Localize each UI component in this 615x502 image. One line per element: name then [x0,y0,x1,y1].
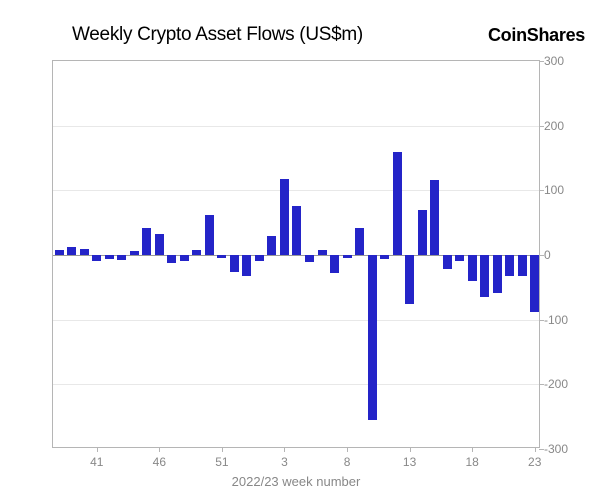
x-tick-mark [97,447,98,452]
bar [518,255,527,276]
gridline [53,190,539,191]
bar [130,251,139,255]
x-axis-label: 2022/23 week number [232,474,361,489]
x-tick-mark [159,447,160,452]
bar [230,255,239,272]
brand-logo: CoinShares [488,25,585,46]
x-tick-mark [284,447,285,452]
x-tick-mark [472,447,473,452]
x-tick-label: 18 [465,455,478,469]
bar [92,255,101,261]
x-tick-label: 13 [403,455,416,469]
bar [55,250,64,255]
y-tick-label: -200 [544,377,574,391]
bar [405,255,414,304]
bar [443,255,452,269]
bar [368,255,377,420]
x-tick-label: 51 [215,455,228,469]
y-tick-label: -100 [544,313,574,327]
bar [530,255,539,312]
bar [418,210,427,255]
bar [142,228,151,255]
bar [167,255,176,263]
bar [430,180,439,255]
x-tick-mark [347,447,348,452]
y-tick-label: 0 [544,248,574,262]
gridline [53,126,539,127]
x-tick-label: 3 [281,455,288,469]
bar [355,228,364,255]
x-tick-mark [410,447,411,452]
bar [205,215,214,255]
bar [255,255,264,261]
bar [318,250,327,255]
bar [67,247,76,255]
bar [105,255,114,259]
y-tick-label: 200 [544,119,574,133]
gridline [53,320,539,321]
bar [180,255,189,261]
bar [505,255,514,276]
bar [242,255,251,276]
y-tick-label: 300 [544,54,574,68]
y-tick-label: 100 [544,183,574,197]
bar [455,255,464,261]
bar [267,236,276,255]
bar [292,206,301,255]
bar [117,255,126,260]
bar [393,152,402,255]
bar [155,234,164,255]
x-tick-label: 8 [344,455,351,469]
bar [80,249,89,255]
bar [380,255,389,259]
bar [280,179,289,255]
bar [305,255,314,262]
x-tick-label: 23 [528,455,541,469]
x-tick-mark [535,447,536,452]
bar [480,255,489,297]
bar [493,255,502,293]
x-tick-label: 46 [153,455,166,469]
x-tick-label: 41 [90,455,103,469]
chart-title: Weekly Crypto Asset Flows (US$m) [72,24,363,46]
bar [330,255,339,273]
gridline [53,384,539,385]
bar-chart: -300-200-1000100200300 41465138131823 20… [52,60,540,448]
bar [192,250,201,255]
bar [217,255,226,258]
x-tick-mark [222,447,223,452]
bar [343,255,352,258]
y-tick-label: -300 [544,442,574,456]
bar [468,255,477,281]
